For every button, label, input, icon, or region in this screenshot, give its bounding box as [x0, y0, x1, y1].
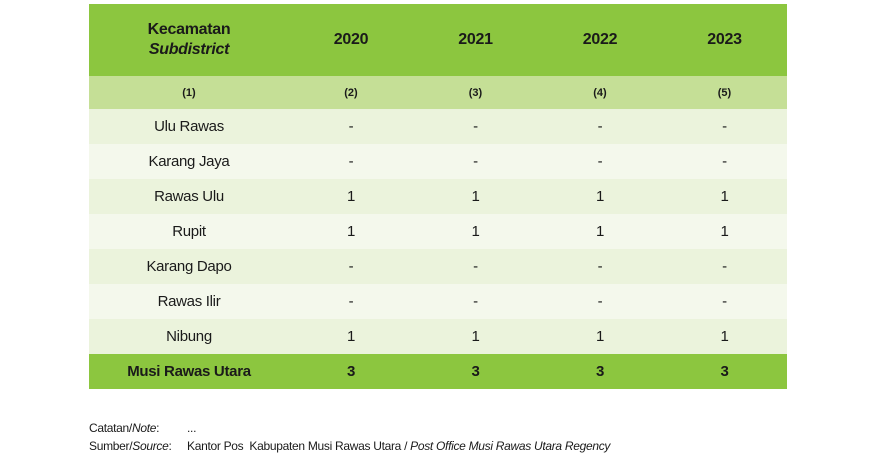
column-number: (4) — [538, 76, 662, 109]
table-row: Nibung 1 1 1 1 — [89, 319, 787, 354]
source-value: Kantor Pos Kabupaten Musi Rawas Utara / … — [187, 437, 610, 455]
subdistrict-name: Rupit — [89, 214, 289, 249]
table-cell: - — [662, 284, 787, 319]
data-table-container: Kecamatan Subdistrict 2020 2021 2022 202… — [89, 4, 787, 389]
header-year: 2022 — [538, 4, 662, 76]
source-label: Sumber/Source: — [89, 437, 187, 455]
header-subdistrict-id: Kecamatan — [147, 21, 231, 38]
source-label-id: Sumber/ — [89, 439, 133, 453]
table-cell: - — [413, 249, 538, 284]
total-cell: 3 — [538, 354, 662, 389]
source-colon: : — [168, 439, 172, 453]
note-label-id: Catatan/ — [89, 421, 132, 435]
source-value-id: Kantor Pos Kabupaten Musi Rawas Utara / — [187, 439, 411, 453]
table-cell: - — [289, 144, 413, 179]
source-label-en: Source — [132, 439, 169, 453]
table-cell: - — [413, 284, 538, 319]
table-cell: - — [662, 144, 787, 179]
table-cell: 1 — [538, 319, 662, 354]
subdistrict-name: Nibung — [89, 319, 289, 354]
column-number: (2) — [289, 76, 413, 109]
table-cell: - — [413, 109, 538, 144]
table-cell: 1 — [662, 179, 787, 214]
note-colon: : — [156, 421, 160, 435]
subdistrict-name: Karang Dapo — [89, 249, 289, 284]
table-cell: 1 — [289, 214, 413, 249]
source-line: Sumber/Source: Kantor Pos Kabupaten Musi… — [89, 437, 610, 455]
table-cell: - — [662, 109, 787, 144]
table-row: Ulu Rawas - - - - — [89, 109, 787, 144]
subdistrict-name: Karang Jaya — [89, 144, 289, 179]
column-number: (5) — [662, 76, 787, 109]
note-line: Catatan/Note: ... — [89, 419, 610, 437]
table-cell: 1 — [538, 214, 662, 249]
table-cell: 1 — [662, 214, 787, 249]
table-cell: - — [289, 249, 413, 284]
header-year: 2023 — [662, 4, 787, 76]
table-cell: - — [538, 109, 662, 144]
header-year: 2020 — [289, 4, 413, 76]
note-label-en: Note — [131, 421, 157, 435]
total-cell: 3 — [413, 354, 538, 389]
total-cell: 3 — [289, 354, 413, 389]
table-cell: 1 — [662, 319, 787, 354]
table-cell: 1 — [413, 179, 538, 214]
note-value: ... — [187, 421, 197, 435]
table-header-row: Kecamatan Subdistrict 2020 2021 2022 202… — [89, 4, 787, 76]
column-number: (1) — [89, 76, 289, 109]
table-row: Rupit 1 1 1 1 — [89, 214, 787, 249]
table-row: Karang Dapo - - - - — [89, 249, 787, 284]
column-number-row: (1) (2) (3) (4) (5) — [89, 76, 787, 109]
post-office-table: Kecamatan Subdistrict 2020 2021 2022 202… — [89, 4, 787, 389]
column-number: (3) — [413, 76, 538, 109]
table-cell: - — [413, 144, 538, 179]
header-year: 2021 — [413, 4, 538, 76]
table-cell: - — [289, 109, 413, 144]
table-cell: - — [538, 249, 662, 284]
subdistrict-name: Rawas Ilir — [89, 284, 289, 319]
table-cell: - — [538, 284, 662, 319]
table-cell: 1 — [413, 319, 538, 354]
table-cell: 1 — [413, 214, 538, 249]
table-row: Rawas Ulu 1 1 1 1 — [89, 179, 787, 214]
subdistrict-name: Ulu Rawas — [89, 109, 289, 144]
table-cell: - — [662, 249, 787, 284]
total-label: Musi Rawas Utara — [89, 354, 289, 389]
header-subdistrict-en: Subdistrict — [148, 41, 230, 58]
subdistrict-name: Rawas Ulu — [89, 179, 289, 214]
table-cell: 1 — [538, 179, 662, 214]
source-value-en: Post Office Musi Rawas Utara Regency — [410, 439, 611, 453]
table-row: Karang Jaya - - - - — [89, 144, 787, 179]
table-cell: - — [289, 284, 413, 319]
total-row: Musi Rawas Utara 3 3 3 3 — [89, 354, 787, 389]
table-cell: 1 — [289, 179, 413, 214]
total-cell: 3 — [662, 354, 787, 389]
table-notes: Catatan/Note: ... Sumber/Source: Kantor … — [89, 419, 610, 455]
table-row: Rawas Ilir - - - - — [89, 284, 787, 319]
table-cell: - — [538, 144, 662, 179]
table-cell: 1 — [289, 319, 413, 354]
header-subdistrict: Kecamatan Subdistrict — [89, 4, 289, 76]
note-label: Catatan/Note: — [89, 419, 187, 437]
